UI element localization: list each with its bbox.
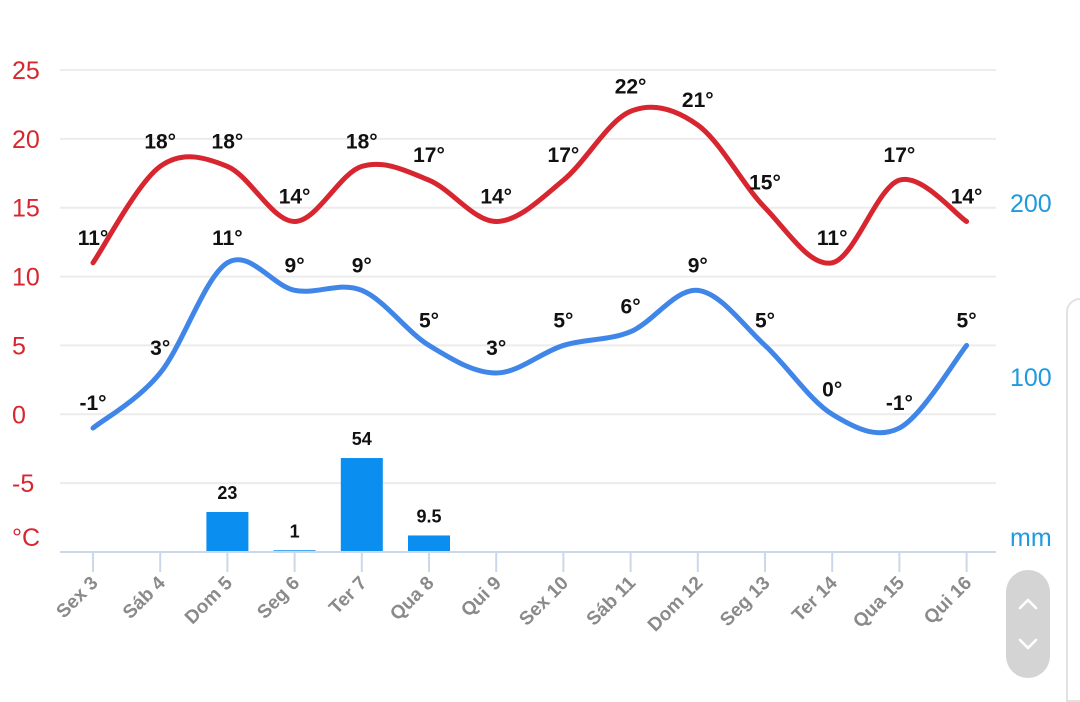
max-temperature-line [90,104,970,266]
max-temp-label: 15° [749,172,781,195]
x-tick-label: Seg 6 [253,573,304,624]
temperature-labels: 11° 18° 18° 14° 18° 17° 14° 17° 22° 21° 15° 11° 17° 1… [78,75,983,415]
max-temp-label: 11° [78,227,109,250]
max-temp-label: 18° [144,130,176,153]
temperature-lines [90,104,970,436]
min-temp-label: 6° [621,296,641,319]
bar-value-label: 23 [217,483,237,503]
left-tick-label: 20 [12,126,40,154]
chevron-down-icon [1018,638,1038,650]
left-tick-label: 10 [12,264,40,292]
x-tick-label: Ter 7 [325,573,371,619]
left-axis-unit: °C [12,524,40,552]
x-tick-label: Dom 5 [181,572,237,628]
x-axis: Sex 3 Sáb 4 Dom 5 Seg 6 Ter 7 Qua 8 Qui 9 Sex 1… [53,552,976,636]
scroll-widget [1006,570,1050,678]
x-tick-label: Qua 8 [386,573,438,625]
x-tick-label: Qui 16 [920,573,976,629]
max-temp-label: 14° [480,185,512,208]
x-tick-label: Dom 12 [644,573,707,636]
min-temp-label: 5° [419,309,439,332]
max-temp-label: 17° [884,144,916,167]
x-tick-label: Ter 14 [788,572,842,626]
x-tick-label: Seg 13 [716,573,774,631]
x-tick-label: Sáb 4 [119,572,170,623]
min-temp-label: 11° [212,227,243,250]
max-temp-label: 18° [346,130,378,153]
x-tick-label: Sex 3 [53,573,103,623]
left-tick-label: -5 [12,470,34,498]
weather-chart: 25 20 15 10 5 0 -5 200 100 °C mm 23 1 54 9.5 11° 18… [12,57,1052,636]
precipitation-bars: 23 1 54 9.5 [206,429,450,552]
x-tick-label: Qua 15 [849,572,909,632]
right-tick-label: 100 [1010,364,1052,392]
precipitation-bar [340,458,383,552]
bar-value-label: 9.5 [416,506,441,526]
max-temp-label: 17° [548,144,580,167]
grid-lines [60,69,996,485]
bar-value-label: 1 [290,521,300,541]
min-temp-label: 5° [755,309,775,332]
scroll-down-button[interactable] [1006,624,1050,664]
left-tick-label: 15 [12,195,40,223]
max-temp-label: 22° [615,75,647,98]
max-temp-label: 14° [279,185,311,208]
min-temp-label: 5° [957,309,977,332]
x-tick-label: Sex 10 [515,573,572,630]
bar-value-label: 54 [352,429,372,449]
max-temp-label: 18° [212,130,244,153]
right-tick-label: 200 [1010,190,1052,218]
min-temp-label: -1° [79,392,106,415]
max-temp-label: 17° [413,144,445,167]
x-tick-label: Sáb 11 [583,572,641,630]
min-temp-label: 5° [553,309,573,332]
max-temp-label: 11° [817,227,848,250]
edge-panel-handle[interactable] [1066,298,1080,702]
chevron-up-icon [1018,598,1038,610]
left-axis: 25 20 15 10 5 0 -5 [12,57,40,498]
min-temp-label: 3° [486,337,506,360]
precipitation-bar [206,511,249,552]
min-temp-label: 9° [285,254,305,277]
right-axis-unit: mm [1010,524,1052,552]
max-temp-label: 14° [951,185,983,208]
min-temp-label: 0° [822,378,842,401]
scroll-up-button[interactable] [1006,584,1050,624]
left-tick-label: 5 [12,332,26,360]
left-tick-label: 0 [12,401,26,429]
min-temp-label: 3° [150,337,170,360]
max-temp-label: 21° [682,89,714,112]
min-temp-label: -1° [886,392,913,415]
min-temp-label: 9° [352,254,372,277]
right-axis: 200 100 [1010,190,1052,392]
min-temperature-line [90,257,970,436]
min-temp-label: 9° [688,254,708,277]
left-tick-label: 25 [12,57,40,85]
precipitation-bar [408,535,450,552]
x-tick-label: Qui 9 [457,573,505,621]
